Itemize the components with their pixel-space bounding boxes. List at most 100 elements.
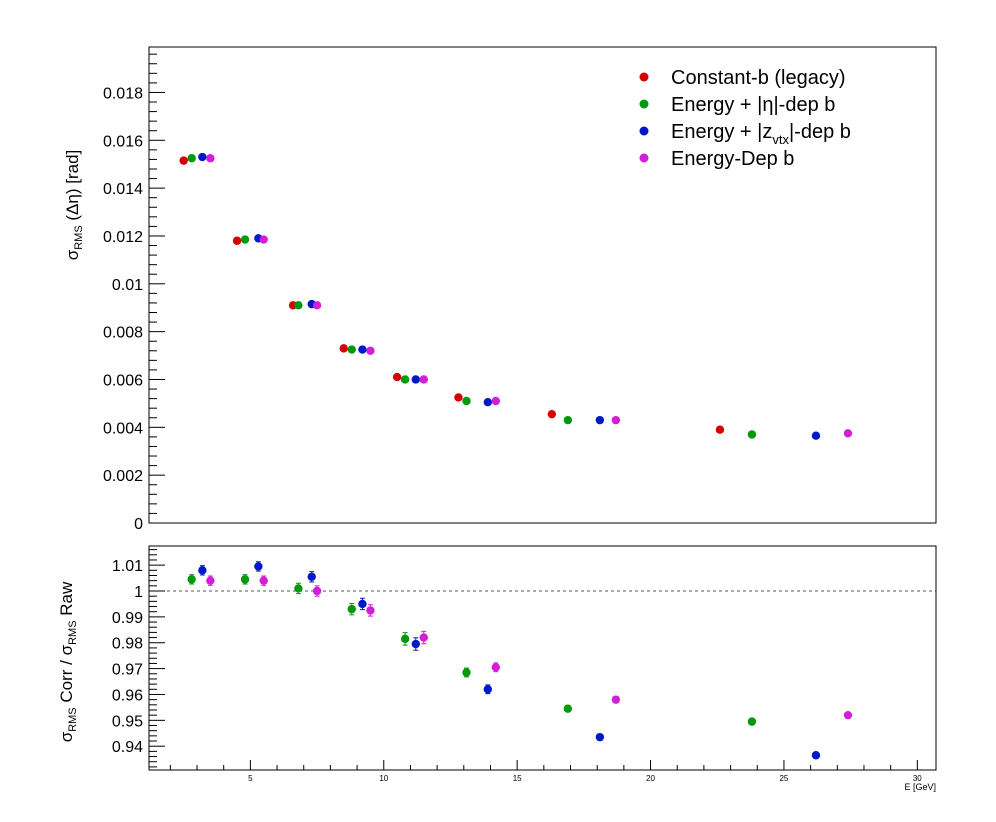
ratio-point-series-2 — [811, 751, 821, 760]
top-y-axis-label: σRMS (Δη) [rad] — [63, 150, 85, 261]
data-point-series-2 — [187, 154, 196, 163]
ratio-point-series-2 — [198, 565, 207, 576]
legend: Constant-b (legacy) Energy + |η|-dep b Ene… — [639, 67, 851, 170]
data-point-series-1 — [179, 156, 188, 165]
y-tick-label: 1 — [134, 584, 143, 601]
legend-label: Constant-b (legacy) — [671, 67, 846, 89]
legend-label-subscript: vtx — [772, 132, 789, 147]
ratio-point-series-1 — [187, 574, 196, 585]
data-point-series-3 — [411, 375, 420, 384]
data-point-series-3 — [483, 398, 493, 407]
top-data-points — [179, 152, 853, 440]
x-tick-label: 15 — [513, 774, 522, 783]
legend-marker — [639, 126, 649, 136]
top-y-axis: 0 0.002 0.004 0.006 0.008 0.01 0.012 0.014 0.016… — [103, 53, 165, 533]
ratio-point-series-2 — [307, 571, 316, 583]
y-tick-label: 0.006 — [103, 372, 143, 389]
legend-marker — [639, 72, 649, 82]
ratio-marker — [595, 732, 605, 742]
ratio-point-series-3 — [419, 630, 428, 645]
ratio-point-series-3 — [491, 662, 501, 673]
x-tick-label: 10 — [379, 774, 388, 783]
ratio-marker — [358, 599, 367, 609]
x-tick-label: 20 — [646, 774, 655, 783]
x-tick-label: 30 — [913, 774, 922, 783]
ratio-point-series-3 — [366, 604, 375, 617]
x-tick-label: 25 — [779, 774, 788, 783]
top-plot-frame — [148, 46, 937, 524]
data-point-series-2 — [294, 301, 303, 310]
ratio-marker — [312, 586, 322, 596]
data-point-series-4 — [419, 375, 428, 384]
data-point-series-3 — [595, 415, 605, 425]
x-tick-label: 5 — [248, 774, 253, 783]
ratio-marker — [483, 685, 493, 694]
ratio-point-series-1 — [563, 704, 573, 713]
ratio-point-series-1 — [462, 667, 471, 678]
y-tick-label: 0.002 — [103, 468, 143, 485]
data-point-series-1 — [392, 372, 402, 382]
legend-label-rest: |-dep b — [789, 121, 851, 143]
data-point-series-1 — [454, 393, 463, 402]
y-tick-label: 0.01 — [112, 277, 143, 294]
data-point-series-1 — [232, 236, 242, 245]
y-tick-label: 0 — [134, 516, 143, 533]
y-tick-label: 0.014 — [103, 181, 143, 198]
data-point-series-3 — [358, 345, 367, 354]
y-label-subscript: RMS — [73, 225, 85, 249]
ratio-marker — [187, 575, 196, 584]
data-point-series-2 — [462, 396, 471, 406]
ratio-marker — [254, 562, 263, 571]
ratio-point-series-3 — [206, 575, 215, 586]
y-label-rest: (Δη) [rad] — [63, 150, 82, 226]
ratio-marker — [198, 566, 207, 575]
legend-marker — [639, 99, 649, 109]
data-point-series-2 — [240, 235, 250, 244]
ratio-marker — [307, 572, 316, 581]
ratio-marker — [400, 634, 410, 644]
y-tick-label: 0.004 — [103, 420, 143, 437]
ratio-marker — [491, 663, 501, 672]
data-point-series-2 — [400, 375, 410, 384]
y-label-text: Raw — [57, 581, 76, 620]
y-tick-label: 0.95 — [112, 713, 143, 730]
ratio-point-series-2 — [595, 732, 605, 742]
data-point-series-2 — [347, 345, 356, 354]
data-point-series-1 — [715, 425, 725, 434]
data-point-series-2 — [563, 415, 573, 425]
ratio-marker — [294, 584, 303, 593]
data-point-series-4 — [366, 346, 375, 355]
legend-label: Energy + |η|-dep b — [671, 94, 835, 116]
data-point-series-1 — [339, 344, 348, 353]
legend-label: Energy-Dep b — [671, 148, 794, 170]
bottom-data-points — [187, 561, 853, 760]
legend-marker — [639, 153, 649, 163]
ratio-marker — [411, 639, 420, 649]
ratio-marker — [563, 704, 573, 713]
ratio-point-series-1 — [747, 717, 757, 726]
bottom-y-axis-label: σRMS Corr / σRMS Raw — [57, 581, 79, 742]
ratio-point-series-1 — [294, 582, 303, 595]
ratio-marker — [747, 717, 757, 726]
y-tick-label: 0.97 — [112, 662, 143, 679]
ratio-marker — [611, 695, 621, 704]
data-point-series-2 — [747, 430, 757, 439]
data-point-series-4 — [491, 396, 501, 406]
data-point-series-4 — [259, 235, 268, 244]
bottom-panel: 0.94 0.95 0.96 0.97 0.98 0.99 1 1.01 5 10 15 20 25 30… — [57, 545, 937, 792]
ratio-point-series-1 — [240, 574, 250, 585]
ratio-point-series-1 — [347, 602, 356, 616]
ratio-marker — [259, 576, 268, 585]
y-tick-label: 0.016 — [103, 133, 143, 150]
ratio-marker — [843, 710, 853, 720]
y-tick-label: 0.018 — [103, 85, 143, 102]
y-label-subscript: RMS — [67, 707, 79, 731]
ratio-marker — [366, 606, 375, 615]
data-point-series-4 — [206, 154, 215, 163]
y-tick-label: 0.012 — [103, 229, 143, 246]
ratio-marker — [462, 668, 471, 677]
ratio-point-series-3 — [312, 585, 322, 597]
ratio-point-series-2 — [358, 597, 367, 611]
y-tick-label: 1.01 — [112, 558, 143, 575]
